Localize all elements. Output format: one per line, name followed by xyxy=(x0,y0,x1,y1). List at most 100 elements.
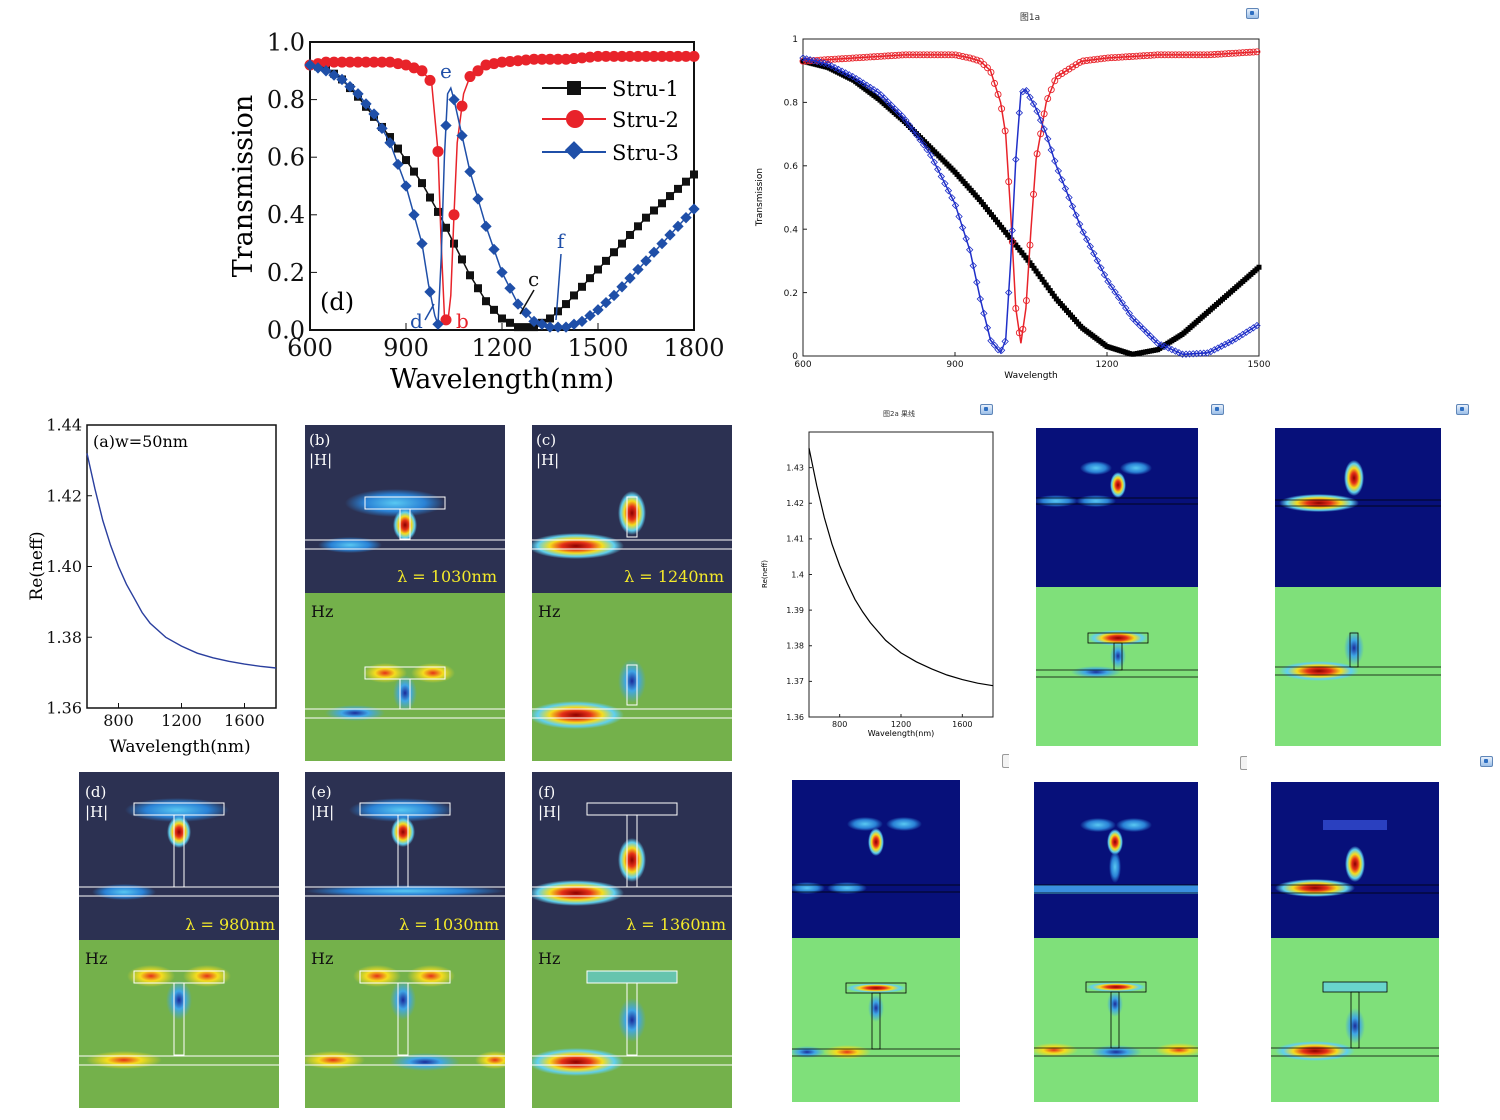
x-tick-label: 900 xyxy=(946,360,963,370)
hz-label: Hz xyxy=(311,949,333,968)
y-tick-label: 1.41 xyxy=(786,535,804,544)
data-point xyxy=(1044,135,1052,143)
data-point xyxy=(841,69,850,77)
data-point xyxy=(934,165,942,174)
data-point xyxy=(1097,55,1105,63)
data-point xyxy=(1136,321,1144,330)
data-point xyxy=(927,51,935,59)
data-point xyxy=(648,246,660,258)
data-point xyxy=(640,255,652,267)
clipped-export-icon[interactable] xyxy=(1002,754,1009,768)
data-point xyxy=(842,55,850,62)
data-point xyxy=(1161,51,1169,59)
x-tick-label: 1200 xyxy=(471,334,532,362)
series-group xyxy=(808,447,994,687)
data-point xyxy=(1186,51,1194,59)
data-point xyxy=(1027,260,1033,266)
data-point xyxy=(1107,283,1116,291)
data-point xyxy=(951,201,960,210)
data-point xyxy=(1047,288,1053,294)
data-point xyxy=(512,298,524,310)
y-tick-label: 0.8 xyxy=(784,99,799,109)
data-point xyxy=(1058,70,1066,78)
data-point xyxy=(488,243,500,256)
data-point xyxy=(682,177,690,186)
data-point xyxy=(1203,51,1211,59)
data-point xyxy=(905,51,913,59)
data-point xyxy=(1072,211,1080,219)
data-point xyxy=(424,74,436,86)
panel-label: (f) xyxy=(538,783,555,801)
data-point xyxy=(626,230,634,239)
data-point xyxy=(656,237,668,250)
data-point xyxy=(1246,48,1254,56)
export-icon[interactable] xyxy=(980,404,993,415)
data-point xyxy=(1033,268,1039,274)
panel-label: (d) xyxy=(85,783,106,801)
x-tick-label: 900 xyxy=(383,334,429,362)
data-point xyxy=(969,55,977,63)
data-point xyxy=(552,53,564,65)
data-point xyxy=(514,323,522,332)
data-point xyxy=(472,65,484,77)
data-point xyxy=(1007,234,1013,240)
data-point xyxy=(1022,86,1031,95)
data-point xyxy=(1239,49,1247,57)
data-point xyxy=(1221,340,1229,349)
data-point xyxy=(913,51,920,59)
data-point xyxy=(1210,51,1218,58)
mag-label: |H| xyxy=(536,451,559,469)
clipped-export-icon[interactable] xyxy=(1240,756,1247,770)
data-point xyxy=(352,56,364,68)
data-point xyxy=(336,56,348,68)
data-point xyxy=(1039,276,1045,282)
data-point xyxy=(392,158,404,171)
data-point xyxy=(1193,51,1201,59)
data-point xyxy=(1249,48,1257,56)
data-point xyxy=(1115,53,1123,61)
export-icon[interactable] xyxy=(1480,756,1493,767)
data-point xyxy=(990,341,999,349)
data-point xyxy=(1005,288,1013,297)
data-point xyxy=(881,52,889,60)
data-point xyxy=(1001,127,1009,135)
data-point xyxy=(1072,61,1080,69)
data-point xyxy=(1100,271,1109,279)
data-point xyxy=(1090,249,1098,258)
data-point xyxy=(608,289,620,302)
data-point xyxy=(905,121,914,129)
panel-label: (a)w=50nm xyxy=(93,432,188,451)
export-icon[interactable] xyxy=(1456,404,1469,415)
export-icon[interactable] xyxy=(1211,404,1224,415)
data-point xyxy=(884,98,892,106)
wavelength-label: λ = 1360nm xyxy=(626,915,726,934)
data-point xyxy=(835,55,842,63)
data-point xyxy=(680,212,692,224)
data-point xyxy=(941,179,949,188)
data-point xyxy=(1242,49,1250,56)
data-point xyxy=(664,229,676,241)
data-point xyxy=(562,300,570,309)
y-tick-label: 0.6 xyxy=(267,144,305,172)
data-point xyxy=(1157,341,1165,349)
data-point xyxy=(1083,57,1091,65)
data-point xyxy=(1079,57,1087,65)
data-point xyxy=(988,212,994,218)
data-point xyxy=(1256,264,1262,270)
data-point xyxy=(320,65,332,77)
chart-title: 图1a xyxy=(1020,12,1040,23)
data-point xyxy=(1065,193,1073,202)
data-point xyxy=(632,50,644,62)
data-point xyxy=(688,50,700,62)
panel-label: (c) xyxy=(536,431,556,449)
data-point xyxy=(624,272,636,284)
data-point xyxy=(544,53,556,65)
data-point xyxy=(1143,328,1151,337)
data-point xyxy=(944,186,953,195)
legend: Stru-1 Stru-2 Stru-3 xyxy=(542,77,679,165)
data-point xyxy=(1207,347,1215,356)
data-point xyxy=(1033,150,1041,158)
data-point xyxy=(386,133,394,142)
export-icon[interactable] xyxy=(1246,8,1259,19)
data-point xyxy=(440,314,452,326)
